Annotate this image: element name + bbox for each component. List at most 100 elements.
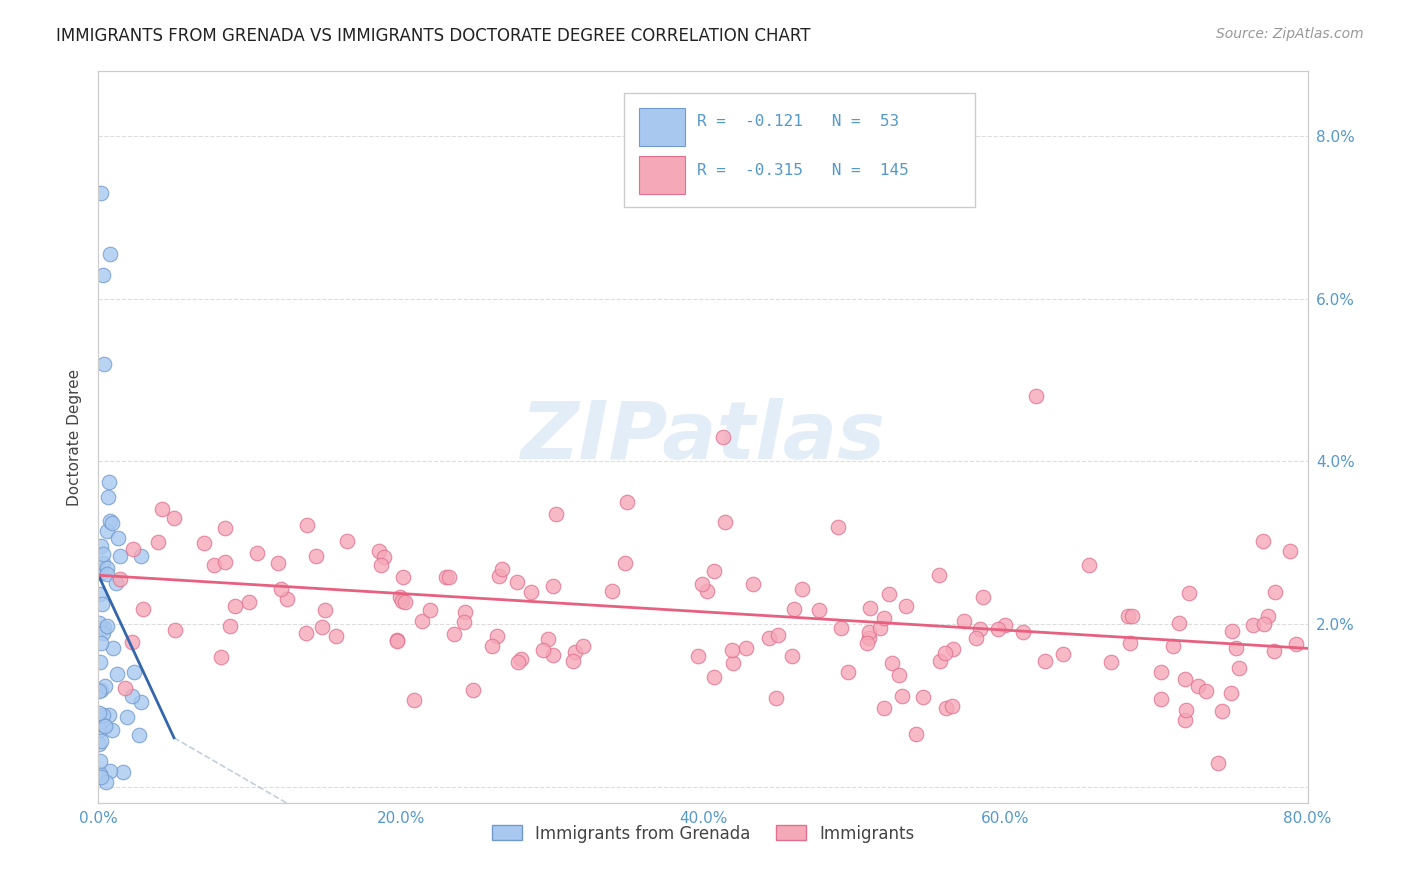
Point (117, 709, 139, 723)
Point (505, 575, 527, 590)
Point (90, 733, 112, 747)
Point (246, 546, 269, 560)
Point (101, 723, 124, 737)
Point (941, 699, 963, 714)
Point (858, 632, 880, 646)
Point (508, 655, 530, 669)
Point (91, 717, 114, 731)
Text: IMMIGRANTS FROM GRENADA VS IMMIGRANTS DOCTORATE DEGREE CORRELATION CHART: IMMIGRANTS FROM GRENADA VS IMMIGRANTS DO… (56, 27, 811, 45)
Point (131, 602, 153, 616)
Point (869, 621, 891, 635)
Point (96, 566, 118, 581)
Point (541, 648, 564, 662)
Point (437, 570, 460, 584)
Y-axis label: Doctorate Degree: Doctorate Degree (66, 368, 82, 506)
Point (90, 682, 112, 697)
Point (270, 582, 292, 597)
Point (105, 575, 128, 590)
Point (1220, 686, 1243, 700)
Point (98, 514, 121, 528)
Point (1279, 544, 1302, 558)
Point (1150, 691, 1173, 706)
Point (96, 560, 118, 574)
Point (1033, 654, 1056, 668)
Point (1024, 389, 1046, 403)
Point (121, 635, 143, 649)
Point (100, 516, 122, 531)
Point (93, 622, 115, 636)
Point (295, 518, 318, 533)
Point (89, 737, 111, 751)
Point (1121, 609, 1143, 624)
Point (1253, 616, 1275, 631)
Point (564, 645, 586, 659)
Point (121, 689, 143, 703)
Point (89, 767, 111, 781)
Point (690, 577, 713, 591)
Point (388, 590, 411, 604)
Point (928, 567, 950, 582)
Point (411, 614, 433, 628)
Point (1211, 704, 1233, 718)
Point (90, 566, 112, 580)
Point (1174, 672, 1197, 686)
Point (387, 632, 409, 647)
Point (90, 186, 112, 201)
Point (714, 515, 737, 529)
Point (124, 665, 146, 679)
Point (1187, 679, 1209, 693)
Point (129, 549, 152, 564)
Point (461, 683, 484, 698)
Point (768, 628, 790, 642)
Point (370, 558, 392, 573)
Point (214, 521, 236, 535)
Point (935, 700, 957, 714)
FancyBboxPatch shape (624, 94, 976, 207)
Point (894, 599, 917, 614)
Point (537, 632, 560, 647)
FancyBboxPatch shape (638, 108, 685, 146)
Point (758, 631, 780, 645)
Text: ZIPatlas: ZIPatlas (520, 398, 886, 476)
Point (1078, 558, 1101, 573)
Point (276, 592, 298, 607)
Point (87, 616, 110, 631)
Point (969, 622, 991, 636)
Point (90, 539, 112, 553)
Point (541, 579, 564, 593)
Point (105, 666, 128, 681)
Point (783, 601, 806, 615)
Point (856, 636, 879, 650)
Point (1264, 585, 1286, 599)
Point (114, 681, 136, 695)
Point (150, 501, 173, 516)
Point (98, 246, 121, 260)
Point (267, 557, 290, 571)
Point (911, 690, 934, 705)
Point (89, 563, 111, 577)
Point (519, 585, 541, 599)
Point (942, 642, 965, 657)
Text: R =  -0.315   N =  145: R = -0.315 N = 145 (697, 162, 908, 178)
Point (391, 594, 413, 608)
Point (94, 679, 117, 693)
Text: R =  -0.121   N =  53: R = -0.121 N = 53 (697, 113, 898, 128)
Point (87, 587, 110, 601)
Point (544, 507, 567, 521)
Point (827, 520, 849, 534)
Point (108, 549, 131, 563)
Point (94, 719, 117, 733)
Point (373, 549, 395, 564)
Point (454, 605, 477, 619)
Point (97, 491, 120, 505)
Point (98, 764, 121, 778)
Point (613, 557, 636, 571)
Point (1099, 655, 1122, 669)
Point (873, 701, 896, 715)
Point (686, 648, 709, 663)
Point (107, 531, 129, 545)
Point (859, 601, 882, 615)
Point (91, 626, 114, 640)
Point (808, 603, 831, 617)
Point (1206, 756, 1229, 771)
